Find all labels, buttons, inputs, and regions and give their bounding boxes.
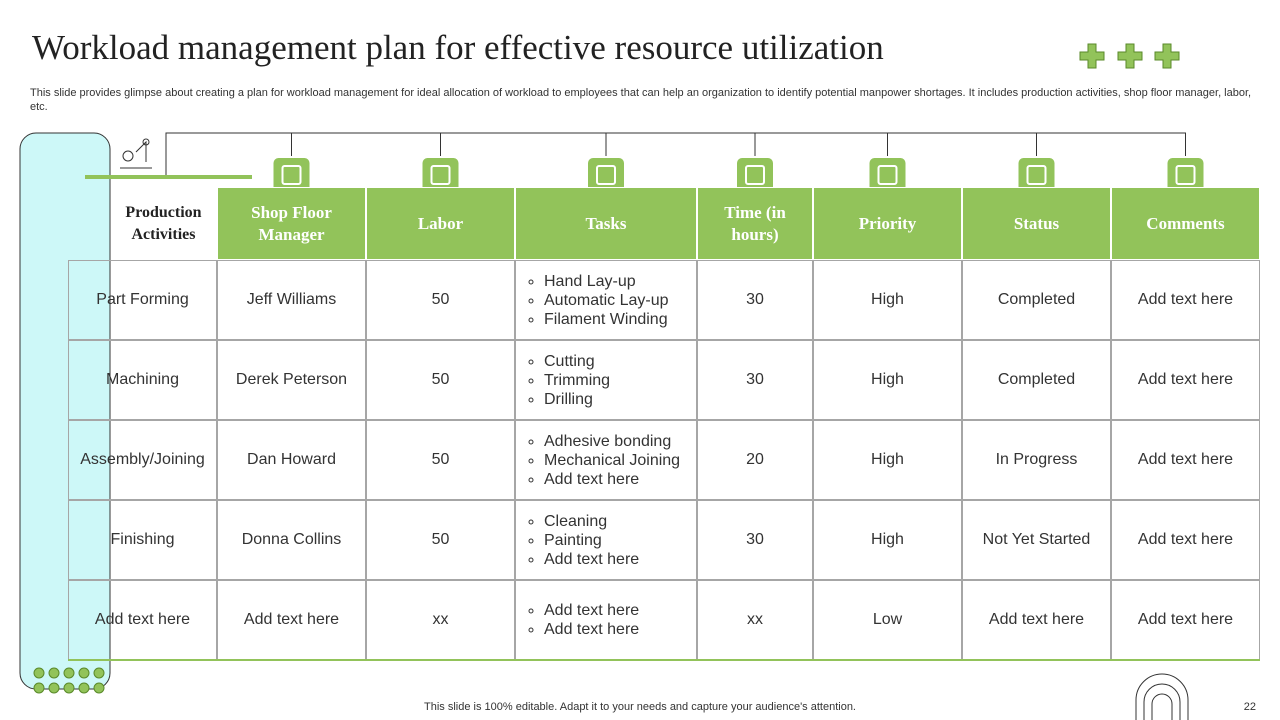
table-cell: xx	[366, 580, 515, 660]
icon-glyph	[1175, 165, 1196, 185]
task-item: Add text here	[544, 550, 639, 569]
icon-glyph	[281, 165, 302, 185]
column-header: Tasks	[515, 187, 697, 260]
activity-cell: Add text here	[68, 580, 217, 660]
column-header: Shop Floor Manager	[217, 187, 366, 260]
column-header: Time (in hours)	[697, 187, 813, 260]
table-cell: 50	[366, 340, 515, 420]
task-item: Add text here	[544, 601, 639, 620]
title: Workload management plan for effective r…	[32, 28, 884, 67]
table-cell: High	[813, 500, 962, 580]
activity-cell: Finishing	[68, 500, 217, 580]
table-cell: Derek Peterson	[217, 340, 366, 420]
column-header: Comments	[1111, 187, 1260, 260]
task-cell: CuttingTrimmingDrilling	[515, 340, 697, 420]
table-cell: Add text here	[1111, 340, 1260, 420]
activity-cell: Part Forming	[68, 260, 217, 340]
column-header: Priority	[813, 187, 962, 260]
task-item: Automatic Lay-up	[544, 291, 669, 310]
icon-glyph	[596, 165, 616, 185]
icon-glyph	[745, 165, 765, 185]
task-cell: Adhesive bondingMechanical JoiningAdd te…	[515, 420, 697, 500]
dots	[33, 667, 105, 694]
task-item: Painting	[544, 531, 639, 550]
gear-icon	[120, 138, 152, 169]
task-list: Adhesive bondingMechanical JoiningAdd te…	[516, 432, 680, 489]
column-header: Status	[962, 187, 1111, 260]
task-list: CuttingTrimmingDrilling	[516, 352, 610, 409]
icon-glyph	[1026, 165, 1047, 185]
table-cell: Add text here	[962, 580, 1111, 660]
task-item: Add text here	[544, 620, 639, 639]
table-cell: High	[813, 420, 962, 500]
task-item: Hand Lay-up	[544, 272, 669, 291]
column-header: Labor	[366, 187, 515, 260]
table-cell: 30	[697, 500, 813, 580]
table-cell: Add text here	[1111, 500, 1260, 580]
task-cell: Hand Lay-upAutomatic Lay-upFilament Wind…	[515, 260, 697, 340]
table-cell: Add text here	[1111, 420, 1260, 500]
connector	[165, 132, 1186, 175]
table-cell: 50	[366, 420, 515, 500]
table-cell: Not Yet Started	[962, 500, 1111, 580]
activity-cell: Machining	[68, 340, 217, 420]
table-cell: Low	[813, 580, 962, 660]
table-cell: High	[813, 340, 962, 420]
task-cell: CleaningPaintingAdd text here	[515, 500, 697, 580]
task-item: Cutting	[544, 352, 610, 371]
table-cell: 20	[697, 420, 813, 500]
table-cell: 50	[366, 260, 515, 340]
footer-note: This slide is 100% editable. Adapt it to…	[424, 701, 856, 713]
table-cell: Dan Howard	[217, 420, 366, 500]
task-item: Trimming	[544, 371, 610, 390]
table-cell: Jeff Williams	[217, 260, 366, 340]
corner-header: Production Activities	[125, 203, 202, 243]
table-cell: xx	[697, 580, 813, 660]
task-item: Add text here	[544, 470, 680, 489]
task-item: Filament Winding	[544, 310, 669, 329]
icon-glyph	[430, 165, 451, 185]
table-cell: In Progress	[962, 420, 1111, 500]
page-number: 22	[1243, 701, 1256, 713]
subtitle: This slide provides glimpse about creati…	[30, 87, 1252, 113]
arch	[1135, 673, 1189, 720]
table-cell: 30	[697, 260, 813, 340]
task-list: CleaningPaintingAdd text here	[516, 512, 639, 569]
task-item: Drilling	[544, 390, 610, 409]
table-cell: Add text here	[217, 580, 366, 660]
task-list: Hand Lay-upAutomatic Lay-upFilament Wind…	[516, 272, 669, 329]
table-cell: Completed	[962, 340, 1111, 420]
table-cell: 30	[697, 340, 813, 420]
plus-icons	[1079, 43, 1180, 69]
table-cell: Add text here	[1111, 580, 1260, 660]
table-cell: 50	[366, 500, 515, 580]
table-cell: Add text here	[1111, 260, 1260, 340]
task-item: Cleaning	[544, 512, 639, 531]
table-cell: High	[813, 260, 962, 340]
table-cell: Completed	[962, 260, 1111, 340]
task-item: Mechanical Joining	[544, 451, 680, 470]
activity-cell: Assembly/Joining	[68, 420, 217, 500]
table-bottom-line	[68, 659, 1260, 661]
task-item: Adhesive bonding	[544, 432, 680, 451]
icon-glyph	[877, 165, 898, 185]
table-cell: Donna Collins	[217, 500, 366, 580]
